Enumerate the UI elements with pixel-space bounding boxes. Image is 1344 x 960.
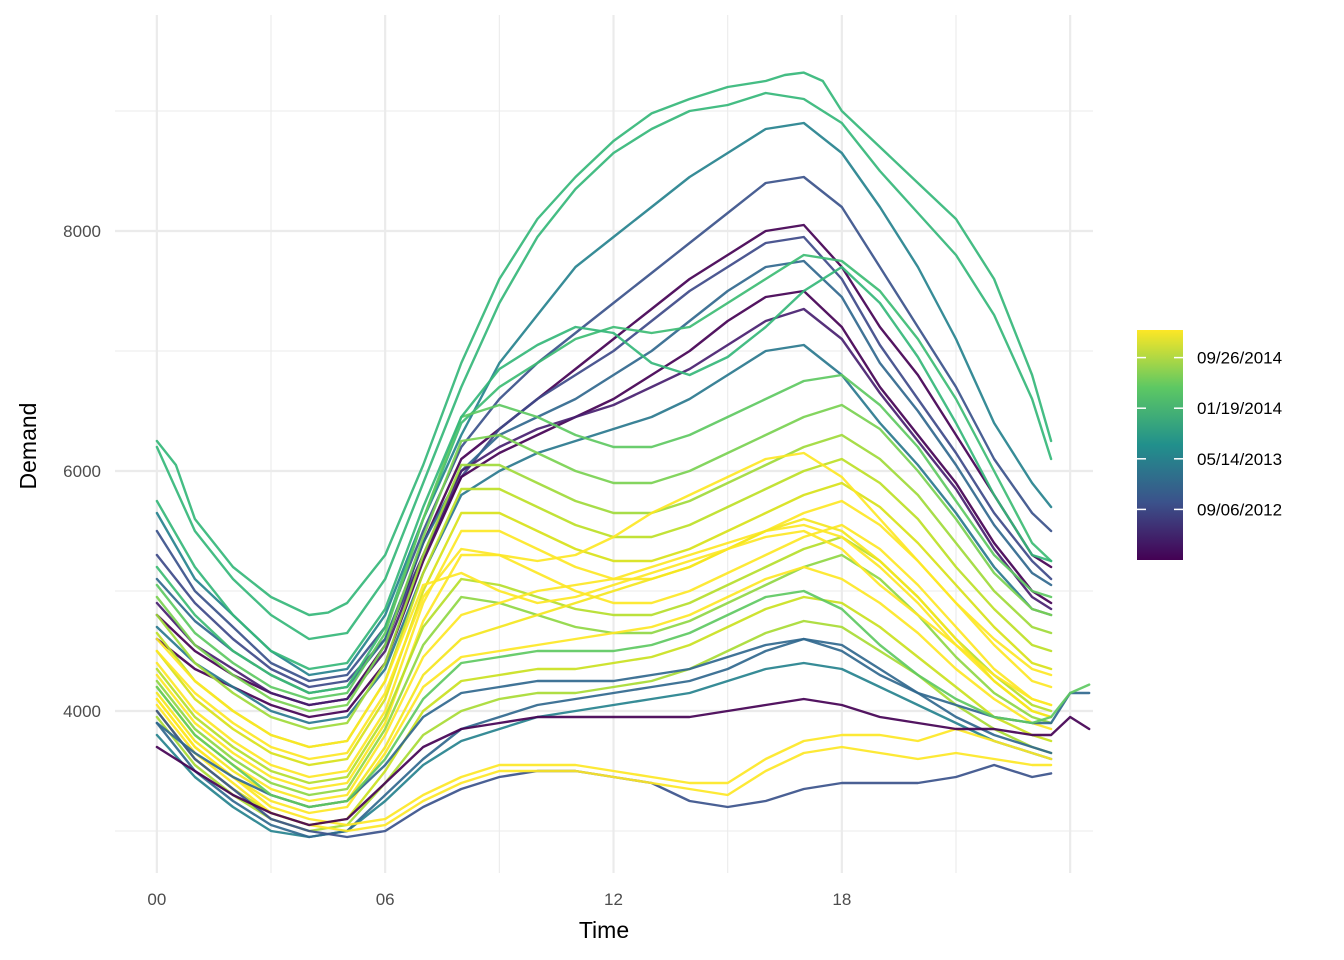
series-line — [155, 523, 1053, 803]
series-line — [155, 697, 1091, 827]
series-lines — [155, 71, 1091, 839]
axes: 00 06 12 18 4000 6000 8000 Time Demand — [15, 222, 851, 943]
series-line — [155, 619, 1053, 833]
series-line — [155, 373, 1053, 701]
colorbar-label: 09/26/2014 — [1197, 349, 1282, 368]
x-tick-label: 06 — [376, 890, 395, 909]
series-line — [155, 289, 1053, 719]
y-tick-labels: 4000 6000 8000 — [63, 222, 101, 721]
series-line — [155, 451, 1053, 761]
series-line — [155, 265, 1053, 671]
grid-lines — [115, 15, 1093, 873]
series-line — [155, 565, 1053, 815]
x-tick-labels: 00 06 12 18 — [147, 890, 851, 909]
series-line — [155, 307, 1053, 707]
series-line — [155, 253, 1053, 695]
series-line — [155, 175, 1053, 683]
colorbar-ticks: 09/26/2014 01/19/2014 05/14/2013 09/06/2012 — [1137, 349, 1282, 519]
series-line — [155, 343, 1053, 725]
series-line — [155, 121, 1053, 677]
series-line — [155, 589, 1091, 809]
colorbar-label: 05/14/2013 — [1197, 450, 1282, 469]
series-line — [155, 433, 1053, 731]
series-line — [155, 91, 1053, 641]
series-line — [155, 523, 1053, 791]
y-axis-title: Demand — [15, 403, 41, 490]
x-tick-label: 12 — [604, 890, 623, 909]
colorbar-legend: 09/26/2014 01/19/2014 05/14/2013 09/06/2012 — [1137, 330, 1282, 560]
x-tick-label: 00 — [147, 890, 166, 909]
colorbar — [1137, 330, 1183, 560]
x-tick-label: 18 — [832, 890, 851, 909]
x-axis-title: Time — [579, 917, 629, 943]
series-line — [155, 71, 1053, 617]
colorbar-label: 09/06/2012 — [1197, 500, 1282, 519]
y-tick-label: 6000 — [63, 462, 101, 481]
colorbar-label: 01/19/2014 — [1197, 399, 1282, 418]
series-line — [155, 697, 1053, 827]
series-line — [155, 481, 1053, 767]
y-tick-label: 4000 — [63, 702, 101, 721]
series-line — [155, 529, 1053, 749]
series-line — [155, 403, 1053, 713]
y-tick-label: 8000 — [63, 222, 101, 241]
series-line — [155, 235, 1053, 689]
